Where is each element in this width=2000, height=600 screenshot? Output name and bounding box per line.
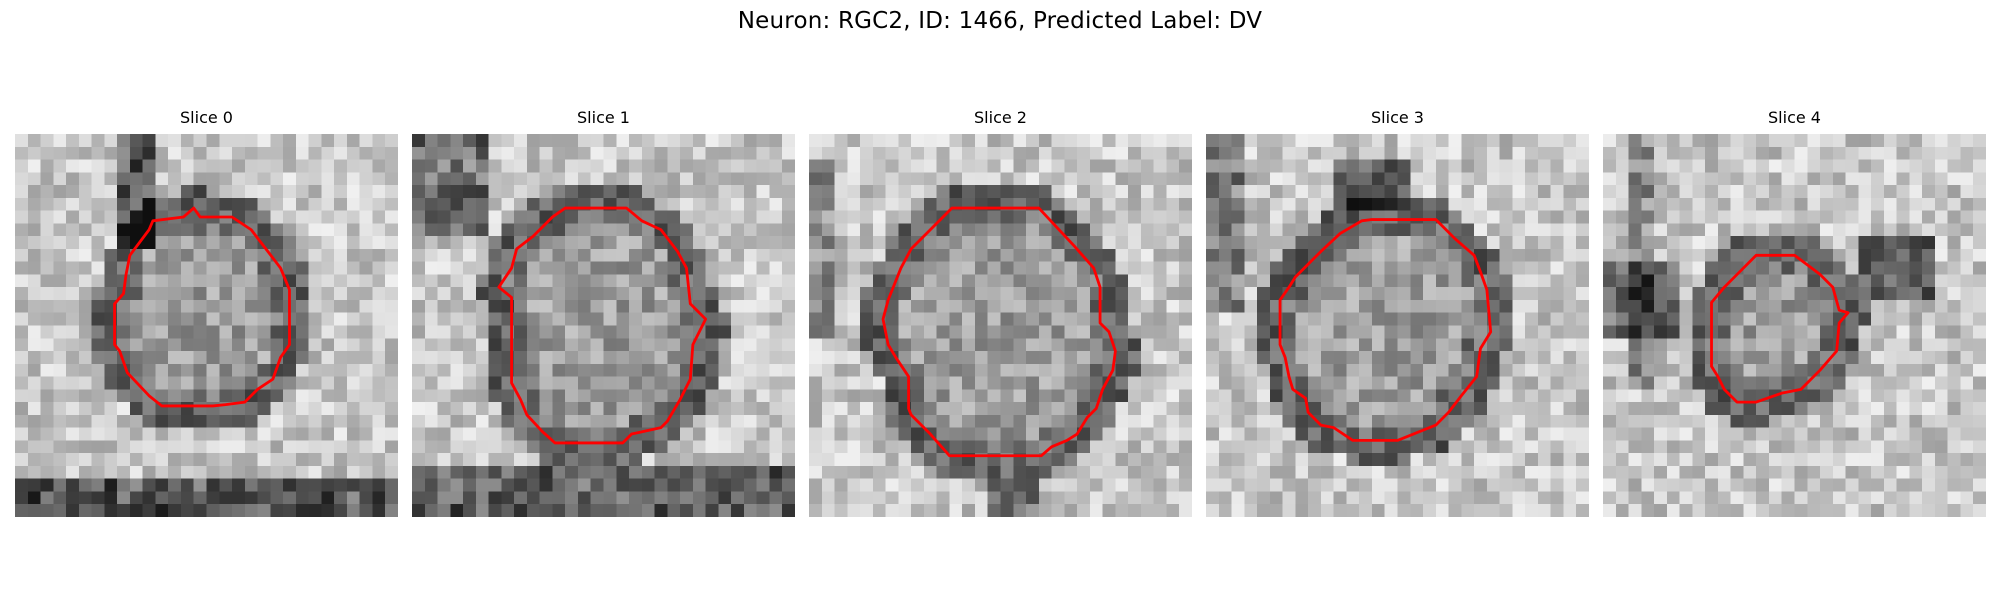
cell-contour-2	[881, 206, 1117, 458]
slice-image-4	[1603, 134, 1986, 517]
slice-image-1	[412, 134, 795, 517]
slice-title-1: Slice 1	[577, 108, 630, 127]
figure-title: Neuron: RGC2, ID: 1466, Predicted Label:…	[737, 8, 1263, 34]
slice-title-4: Slice 4	[1768, 108, 1821, 127]
pixel-grid-3	[1206, 134, 1589, 517]
slice-image-0	[15, 134, 398, 517]
slice-title-2: Slice 2	[974, 108, 1027, 127]
slice-image-3	[1206, 134, 1589, 517]
cell-contour-4	[1710, 253, 1850, 404]
slice-title-3: Slice 3	[1371, 108, 1424, 127]
cell-contour-1	[497, 206, 708, 445]
cell-contour-0	[113, 206, 291, 408]
pixel-grid-2	[809, 134, 1192, 517]
pixel-grid-4	[1603, 134, 1986, 517]
slice-title-0: Slice 0	[180, 108, 233, 127]
pixel-grid-1	[412, 134, 795, 517]
cell-contour-3	[1278, 218, 1493, 442]
slice-image-2	[809, 134, 1192, 517]
pixel-grid-0	[15, 134, 398, 517]
